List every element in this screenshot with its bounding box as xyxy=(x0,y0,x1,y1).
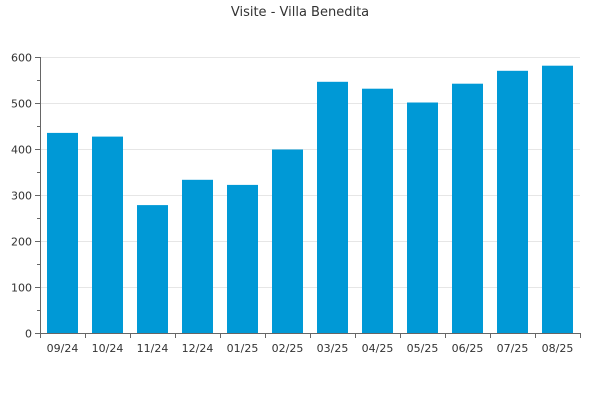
bar-09-24[interactable] xyxy=(47,132,78,333)
x-tick-label: 04/25 xyxy=(362,342,394,355)
bar-10-24[interactable] xyxy=(92,136,123,333)
bar-02-25[interactable] xyxy=(272,149,303,334)
bars xyxy=(47,65,573,334)
x-tick-label: 05/25 xyxy=(407,342,439,355)
y-tick-label: 100 xyxy=(11,282,32,295)
bar-11-24[interactable] xyxy=(137,205,168,333)
bar-05-25[interactable] xyxy=(407,102,438,334)
bar-01-25[interactable] xyxy=(227,184,258,333)
y-tick-label: 0 xyxy=(25,328,32,341)
bar-04-25[interactable] xyxy=(362,88,393,333)
y-tick-label: 400 xyxy=(11,144,32,157)
chart-title: Visite - Villa Benedita xyxy=(231,5,369,20)
grid-lines xyxy=(40,57,580,288)
y-tick-label: 200 xyxy=(11,236,32,249)
bar-07-25[interactable] xyxy=(497,70,528,334)
y-tick-label: 500 xyxy=(11,98,32,111)
x-tick-label: 08/25 xyxy=(542,342,574,355)
x-tick-label: 02/25 xyxy=(272,342,304,355)
x-tick-label: 12/24 xyxy=(182,342,214,355)
bar-08-25[interactable] xyxy=(542,65,573,333)
x-tick-label: 09/24 xyxy=(47,342,79,355)
x-tick-label: 11/24 xyxy=(137,342,169,355)
x-tick-label: 06/25 xyxy=(452,342,484,355)
bar-03-25[interactable] xyxy=(317,81,348,333)
x-tick-label: 10/24 xyxy=(92,342,124,355)
x-tick-label: 07/25 xyxy=(497,342,529,355)
y-axis: 0 100 200 300 400 500 600 xyxy=(11,52,41,341)
x-tick-label: 01/25 xyxy=(227,342,259,355)
x-tick-label: 03/25 xyxy=(317,342,349,355)
y-tick-label: 600 xyxy=(11,52,32,65)
y-tick-label: 300 xyxy=(11,190,32,203)
bar-12-24[interactable] xyxy=(182,179,213,333)
x-axis: 09/24 10/24 11/24 12/24 01/25 02/25 03/25 04/25… xyxy=(40,333,581,355)
bar-06-25[interactable] xyxy=(452,83,483,333)
